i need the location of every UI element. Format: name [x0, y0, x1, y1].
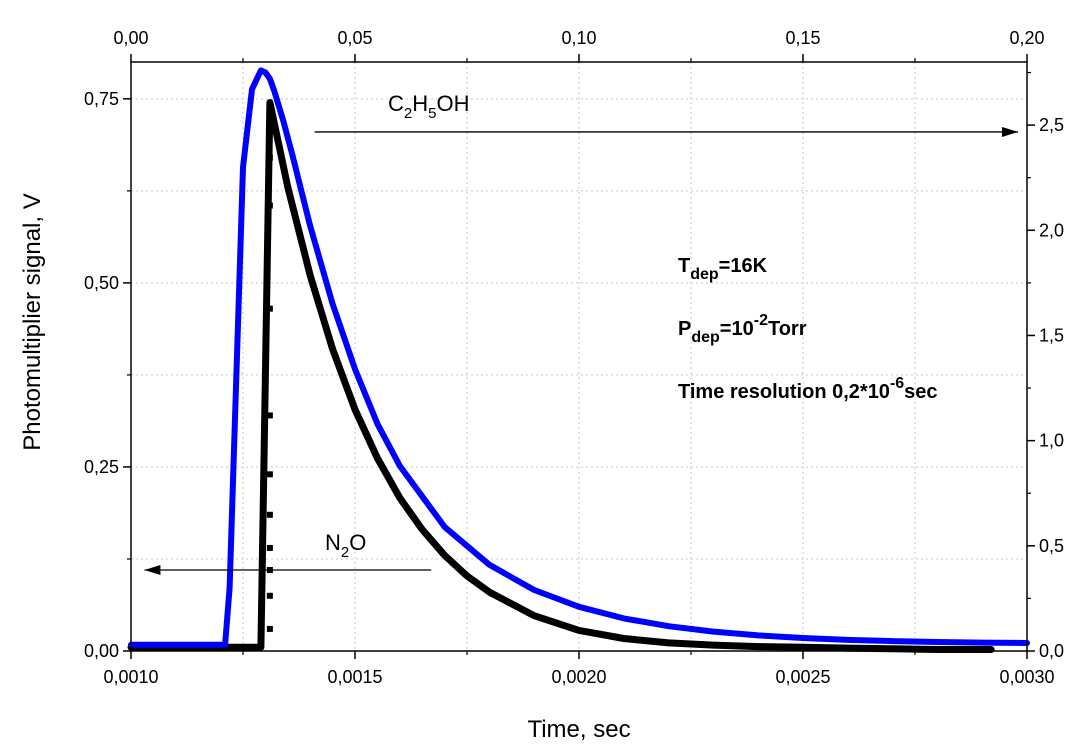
series-layer — [127, 67, 1030, 653]
y-tick-label: 0,00 — [84, 641, 119, 661]
pdep-sub: dep — [691, 329, 720, 346]
y-tick-label: 0,75 — [84, 89, 119, 109]
pdep-mid: =10 — [720, 318, 754, 340]
series-point-n2o — [266, 471, 273, 478]
c2h5oh-label-p3: OH — [436, 91, 469, 116]
y-axis-title: Photomultiplier signal, V — [19, 193, 46, 450]
series-point-n2o — [266, 202, 273, 209]
y-tick-label: 0,25 — [84, 457, 119, 477]
series-point-n2o — [266, 305, 273, 312]
pdep-label: Pdep=10-2Torr — [678, 312, 807, 346]
time-resolution-sup: -6 — [890, 375, 904, 392]
y-right-tick-label: 1,5 — [1039, 325, 1064, 345]
series-point-n2o — [266, 412, 273, 419]
tdep-sub: dep — [690, 266, 719, 283]
pdep-base: P — [678, 318, 691, 340]
x-top-tick-label: 0,15 — [785, 28, 820, 48]
time-resolution-rest: sec — [904, 381, 937, 403]
series-point-n2o — [266, 154, 273, 161]
n2o-label-base: N — [325, 530, 341, 555]
x-top-tick-label: 0,05 — [337, 28, 372, 48]
series-line-c2h5oh — [128, 67, 1030, 648]
x-tick-label: 0,0020 — [551, 667, 606, 687]
tdep-base: T — [678, 255, 690, 277]
c2h5oh-label-p1: C — [388, 91, 404, 116]
pdep-sup: -2 — [754, 312, 768, 329]
x-top-tick-label: 0,10 — [561, 28, 596, 48]
tdep-rest: =16K — [719, 255, 768, 277]
y-right-tick-label: 0,5 — [1039, 536, 1064, 556]
c2h5oh-label-s1: 2 — [404, 105, 412, 122]
c2h5oh-label: C2H5OH — [388, 91, 469, 122]
x-tick-label: 0,0015 — [327, 667, 382, 687]
ticks — [123, 54, 1035, 659]
tdep-label: Tdep=16K — [678, 255, 768, 283]
series-point-n2o — [266, 511, 273, 518]
y-tick-label: 0,50 — [84, 273, 119, 293]
c2h5oh-arrow-head — [1002, 126, 1019, 137]
n2o-label: N2O — [325, 530, 366, 561]
x-axis-title: Time, sec — [527, 716, 630, 743]
y-right-tick-label: 1,0 — [1039, 431, 1064, 451]
pdep-rest: Torr — [768, 318, 807, 340]
y-right-tick-label: 2,5 — [1039, 115, 1064, 135]
x-top-tick-label: 0,00 — [113, 28, 148, 48]
y-right-tick-label: 2,0 — [1039, 220, 1064, 240]
series-point-n2o — [266, 625, 273, 632]
x-tick-label: 0,0025 — [775, 667, 830, 687]
y-right-tick-label: 0,0 — [1039, 641, 1064, 661]
time-resolution-label: Time resolution 0,2*10-6sec — [678, 375, 938, 403]
series-point-n2o — [266, 544, 273, 551]
x-tick-label: 0,0030 — [999, 667, 1054, 687]
annotation-arrows — [144, 126, 1019, 576]
series-line-n2o — [127, 99, 995, 653]
time-resolution-base: Time resolution 0,2*10 — [678, 381, 890, 403]
x-tick-label: 0,0010 — [103, 667, 158, 687]
n2o-label-rest: O — [349, 530, 366, 555]
series-point-n2o — [266, 592, 273, 599]
c2h5oh-label-p2: H — [412, 91, 428, 116]
tick-labels: 0,0010 0,0015 0,0020 0,0025 0,00300,000,250,… — [84, 28, 1064, 687]
x-top-tick-label: 0,20 — [1009, 28, 1044, 48]
n2o-label-sub: 2 — [341, 544, 349, 561]
n2o-arrow-head — [144, 565, 161, 576]
c2h5oh-label-s2: 5 — [428, 105, 436, 122]
